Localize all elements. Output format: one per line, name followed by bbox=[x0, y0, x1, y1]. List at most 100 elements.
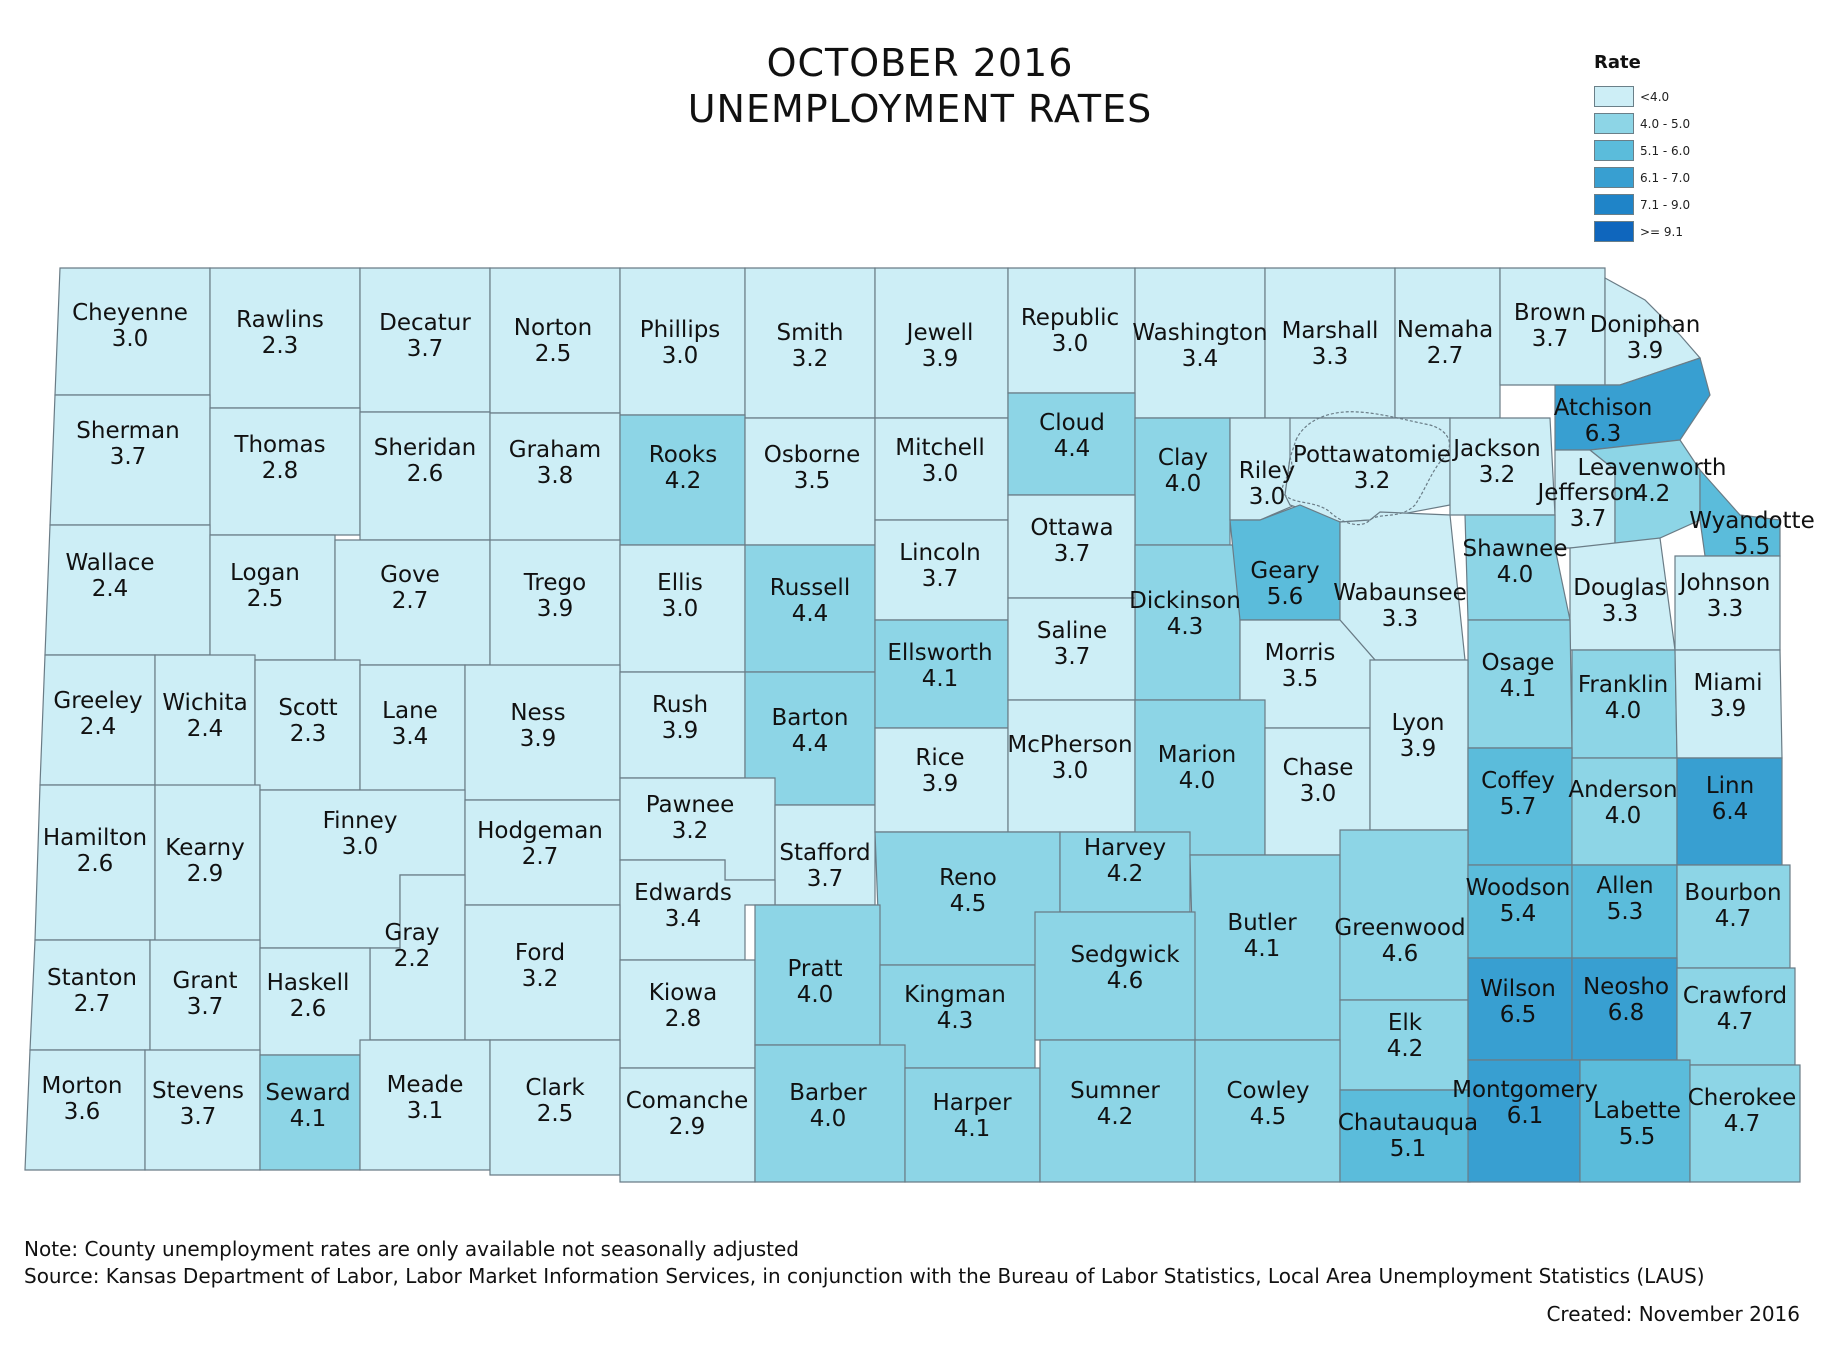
county-rate-clark: 2.5 bbox=[537, 1101, 574, 1127]
county-cherokee bbox=[1689, 1064, 1801, 1183]
county-name-montgomery: Montgomery bbox=[1452, 1077, 1598, 1103]
legend-swatch bbox=[1594, 140, 1634, 161]
county-rate-wallace: 2.4 bbox=[92, 576, 129, 602]
county-name-norton: Norton bbox=[514, 315, 592, 341]
county-name-chautauqua: Chautauqua bbox=[1338, 1110, 1478, 1136]
county-rate-allen: 5.3 bbox=[1607, 899, 1644, 925]
county-rate-gove: 2.7 bbox=[392, 588, 429, 614]
legend-swatch bbox=[1594, 167, 1634, 188]
county-name-bourbon: Bourbon bbox=[1684, 880, 1781, 906]
county-name-wichita: Wichita bbox=[162, 690, 247, 716]
county-rate-stanton: 2.7 bbox=[74, 991, 111, 1017]
county-name-lincoln: Lincoln bbox=[899, 540, 980, 566]
legend-label: <4.0 bbox=[1640, 89, 1670, 104]
county-rate-linn: 6.4 bbox=[1712, 799, 1749, 825]
county-name-republic: Republic bbox=[1021, 305, 1119, 331]
county-rate-lane: 3.4 bbox=[392, 724, 429, 750]
legend-label: >= 9.1 bbox=[1640, 224, 1684, 239]
county-name-wilson: Wilson bbox=[1480, 976, 1556, 1002]
county-rate-mitchell: 3.0 bbox=[922, 461, 959, 487]
county-rate-pottawatomie: 3.2 bbox=[1354, 468, 1391, 494]
legend-item: 7.1 - 9.0 bbox=[1594, 191, 1754, 218]
county-shapes bbox=[24, 267, 1801, 1183]
county-rate-johnson: 3.3 bbox=[1707, 596, 1744, 622]
county-name-seward: Seward bbox=[265, 1080, 350, 1106]
county-name-miami: Miami bbox=[1693, 670, 1762, 696]
county-name-sheridan: Sheridan bbox=[374, 435, 476, 461]
county-name-sherman: Sherman bbox=[76, 418, 179, 444]
legend-title: Rate bbox=[1594, 52, 1641, 73]
county-rate-labette: 5.5 bbox=[1619, 1124, 1656, 1150]
title-line-2: UNEMPLOYMENT RATES bbox=[687, 87, 1153, 131]
county-name-butler: Butler bbox=[1227, 910, 1297, 936]
county-rate-hamilton: 2.6 bbox=[77, 851, 114, 877]
county-rate-doniphan: 3.9 bbox=[1627, 338, 1664, 364]
county-name-greeley: Greeley bbox=[53, 688, 142, 714]
county-name-hodgeman: Hodgeman bbox=[477, 818, 603, 844]
county-name-comanche: Comanche bbox=[626, 1088, 749, 1114]
county-name-edwards: Edwards bbox=[634, 880, 732, 906]
county-rate-elk: 4.2 bbox=[1387, 1036, 1424, 1062]
county-name-doniphan: Doniphan bbox=[1590, 312, 1701, 338]
county-name-leavenworth: Leavenworth bbox=[1578, 455, 1727, 481]
county-rate-montgomery: 6.1 bbox=[1507, 1103, 1544, 1129]
county-rate-pratt: 4.0 bbox=[797, 982, 834, 1008]
county-name-wallace: Wallace bbox=[65, 550, 154, 576]
county-rate-nemaha: 2.7 bbox=[1427, 343, 1464, 369]
county-rate-smith: 3.2 bbox=[792, 346, 829, 372]
county-rate-stevens: 3.7 bbox=[180, 1104, 217, 1130]
county-name-lane: Lane bbox=[382, 698, 438, 724]
county-rate-ellis: 3.0 bbox=[662, 596, 699, 622]
county-name-clay: Clay bbox=[1158, 445, 1208, 471]
county-name-labette: Labette bbox=[1593, 1098, 1681, 1124]
county-rate-graham: 3.8 bbox=[537, 463, 574, 489]
county-rate-cheyenne: 3.0 bbox=[112, 326, 149, 352]
county-rate-riley: 3.0 bbox=[1249, 484, 1286, 510]
legend-item: <4.0 bbox=[1594, 83, 1754, 110]
county-name-hamilton: Hamilton bbox=[43, 825, 147, 851]
county-rate-jewell: 3.9 bbox=[922, 346, 959, 372]
source-text: Source: Kansas Department of Labor, Labo… bbox=[24, 1264, 1705, 1288]
county-name-stevens: Stevens bbox=[152, 1078, 244, 1104]
county-rate-reno: 4.5 bbox=[950, 891, 987, 917]
county-name-morton: Morton bbox=[41, 1073, 122, 1099]
county-name-brown: Brown bbox=[1514, 300, 1586, 326]
county-rate-republic: 3.0 bbox=[1052, 331, 1089, 357]
county-name-ottawa: Ottawa bbox=[1030, 515, 1113, 541]
county-rate-neosho: 6.8 bbox=[1608, 1000, 1645, 1026]
county-rate-jackson: 3.2 bbox=[1479, 462, 1516, 488]
county-name-johnson: Johnson bbox=[1678, 570, 1771, 596]
county-rate-cloud: 4.4 bbox=[1054, 436, 1091, 462]
county-name-pottawatomie: Pottawatomie bbox=[1293, 442, 1451, 468]
county-name-barton: Barton bbox=[772, 705, 849, 731]
county-name-cheyenne: Cheyenne bbox=[72, 300, 188, 326]
county-rate-pawnee: 3.2 bbox=[672, 818, 709, 844]
county-name-anderson: Anderson bbox=[1568, 777, 1677, 803]
county-rate-jefferson: 3.7 bbox=[1570, 506, 1607, 532]
county-name-kiowa: Kiowa bbox=[649, 980, 717, 1006]
county-rate-morris: 3.5 bbox=[1282, 666, 1319, 692]
county-rate-wilson: 6.5 bbox=[1500, 1002, 1537, 1028]
county-name-graham: Graham bbox=[509, 437, 601, 463]
county-rate-brown: 3.7 bbox=[1532, 326, 1569, 352]
county-name-decatur: Decatur bbox=[379, 310, 471, 336]
legend-swatch bbox=[1594, 86, 1634, 107]
created-date: Created: November 2016 bbox=[1546, 1302, 1800, 1326]
county-rate-butler: 4.1 bbox=[1244, 936, 1281, 962]
county-rate-douglas: 3.3 bbox=[1602, 601, 1639, 627]
county-rate-harvey: 4.2 bbox=[1107, 861, 1144, 887]
county-name-ellsworth: Ellsworth bbox=[887, 640, 992, 666]
county-rate-ford: 3.2 bbox=[522, 966, 559, 992]
county-rate-marion: 4.0 bbox=[1179, 768, 1216, 794]
title-line-1: OCTOBER 2016 bbox=[766, 41, 1074, 85]
county-rate-leavenworth: 4.2 bbox=[1634, 481, 1671, 507]
county-rate-phillips: 3.0 bbox=[662, 343, 699, 369]
county-name-logan: Logan bbox=[230, 560, 300, 586]
county-name-haskell: Haskell bbox=[267, 970, 350, 996]
tuttle-creek-outline bbox=[1282, 411, 1451, 526]
county-name-marion: Marion bbox=[1158, 742, 1236, 768]
county-name-nemaha: Nemaha bbox=[1397, 317, 1494, 343]
county-name-atchison: Atchison bbox=[1554, 395, 1653, 421]
county-rate-morton: 3.6 bbox=[64, 1099, 101, 1125]
county-name-rice: Rice bbox=[915, 745, 964, 771]
